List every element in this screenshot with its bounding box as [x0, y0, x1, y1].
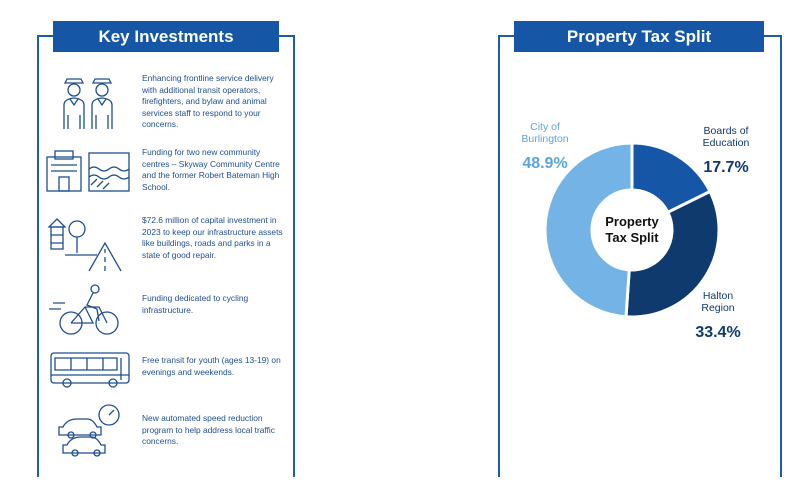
investment-text: Funding for two new community centres – …: [142, 147, 280, 192]
investment-text: New automated speed reduction program to…: [142, 413, 275, 446]
infrastructure-icon: [47, 218, 122, 272]
donut-slice-city-of-burlington: [543, 141, 634, 319]
slice-label-city-of-burlington: City of: [530, 121, 560, 133]
speed-cars-icon: [58, 404, 120, 457]
key-investments-title: Key Investments: [53, 21, 279, 52]
bus-icon: [50, 352, 130, 388]
donut-slice-halton-region: [624, 189, 721, 319]
slice-label-boards-of-education: Boards of: [704, 125, 749, 137]
investment-text: Funding dedicated to cycling infrastruct…: [142, 293, 249, 315]
investment-item: Free transit for youth (ages 13-19) on e…: [39, 349, 293, 409]
investment-text: Enhancing frontline service delivery wit…: [142, 73, 274, 129]
investment-item: Enhancing frontline service delivery wit…: [39, 73, 293, 133]
slice-value-halton-region: 33.4%: [695, 324, 740, 341]
service-staff-icon: [63, 78, 113, 129]
investment-item: $72.6 million of capital investment in 2…: [39, 215, 293, 275]
property-tax-title: Property Tax Split: [514, 21, 764, 52]
investment-text: $72.6 million of capital investment in 2…: [142, 215, 283, 260]
key-investments-panel: Key Investments Enhancing frontline serv…: [37, 21, 295, 477]
investment-item: New automated speed reduction program to…: [39, 403, 293, 463]
property-tax-panel: Property Tax Split: [498, 21, 782, 477]
cyclist-icon: [49, 284, 119, 335]
center-label-line: Tax Split: [605, 230, 659, 245]
slice-label-boards-of-education: Education: [703, 137, 750, 149]
slice-value-boards-of-education: 17.7%: [703, 159, 748, 176]
center-label-line: Property: [605, 214, 659, 229]
investment-text: Free transit for youth (ages 13-19) on e…: [142, 355, 281, 377]
slice-label-city-of-burlington: Burlington: [521, 133, 568, 145]
slice-value-city-of-burlington: 48.9%: [522, 155, 567, 172]
slice-label-halton-region: Halton: [703, 290, 734, 302]
investment-item: Funding dedicated to cycling infrastruct…: [39, 281, 293, 341]
investment-item: Funding for two new community centres – …: [39, 147, 293, 207]
community-centre-icon: [46, 150, 130, 192]
slice-label-halton-region: Region: [701, 302, 734, 314]
